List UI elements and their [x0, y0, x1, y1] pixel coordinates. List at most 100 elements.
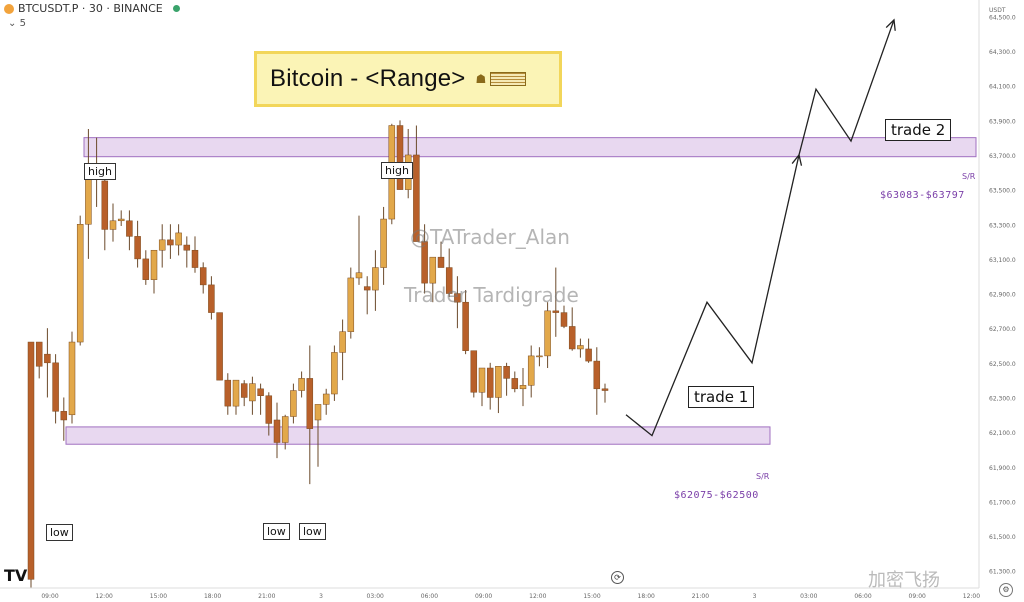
market-status-icon	[172, 5, 180, 12]
candle-body	[183, 244, 191, 251]
candle-body	[560, 312, 568, 327]
x-tick-label: 21:00	[258, 593, 275, 600]
y-tick-label: 64,100.0	[989, 84, 1016, 91]
candle-body	[519, 385, 527, 390]
symbol-header[interactable]: BTCUSDT.P · 30 · BINANCE	[4, 2, 180, 15]
candle-body	[314, 404, 322, 421]
y-tick-label: 63,500.0	[989, 188, 1016, 195]
lower-sr-zone	[65, 426, 771, 445]
candle-body	[339, 331, 346, 353]
ticket-icon	[490, 72, 527, 86]
y-tick-label: 61,500.0	[989, 534, 1016, 541]
candle-body	[363, 286, 371, 291]
y-tick-label: 62,500.0	[989, 361, 1016, 368]
x-tick-label: 18:00	[638, 593, 655, 600]
arrowhead	[791, 153, 803, 166]
weibo-watermark: 加密飞扬	[868, 570, 940, 591]
label-high-2: high	[381, 162, 413, 179]
candle-body	[167, 239, 174, 246]
y-axis: 64,500.0 64,300.0 64,100.0 63,900.0 63,700.0…	[989, 7, 1016, 576]
bitcoin-icon	[4, 3, 14, 14]
candle-body	[437, 256, 445, 268]
candle-body	[486, 367, 494, 398]
indicator-count: 5	[19, 18, 26, 29]
candle-body	[68, 341, 76, 416]
x-tick-label: 3	[319, 593, 323, 600]
y-tick-label: 62,900.0	[989, 292, 1016, 299]
candle-body	[372, 267, 379, 291]
x-tick-label: 06:00	[854, 593, 871, 600]
candle-body	[585, 348, 592, 362]
x-tick-label: 15:00	[150, 593, 167, 600]
candle-body	[470, 350, 478, 393]
candle-body	[27, 341, 35, 580]
y-tick-label: 61,700.0	[989, 499, 1016, 506]
candle-body	[347, 277, 355, 332]
candle-body	[150, 249, 158, 280]
candle-body	[462, 301, 469, 351]
candle-body	[76, 224, 84, 343]
sticker-icon: ☗	[475, 72, 487, 86]
x-tick-label: 03:00	[800, 593, 817, 600]
candle-body	[355, 272, 363, 279]
x-tick-label: 15:00	[583, 593, 600, 600]
candle-body	[126, 220, 133, 237]
candle-body	[331, 352, 338, 395]
arrowhead	[885, 18, 896, 31]
candle-body	[322, 393, 330, 405]
candle-body	[380, 218, 387, 268]
x-tick-label: 09:00	[41, 593, 58, 600]
indicator-toggle[interactable]: ⌄ 5	[8, 18, 26, 29]
y-tick-label: 62,300.0	[989, 395, 1016, 402]
candle-body	[117, 218, 125, 222]
projection-path	[625, 19, 895, 437]
candle-body	[265, 395, 273, 424]
candle-body	[240, 383, 248, 398]
label-low-2: low	[263, 523, 290, 540]
candle-body	[454, 293, 461, 303]
x-tick-label: 06:00	[421, 593, 438, 600]
chart-title-box: Bitcoin - <Range> ☗	[254, 51, 562, 107]
tradingview-logo[interactable]: TV	[4, 566, 28, 585]
candle-body	[224, 379, 232, 407]
settings-gear-icon[interactable]: ⚙	[999, 583, 1013, 597]
symbol-label: BTCUSDT.P · 30 · BINANCE	[18, 2, 163, 15]
x-tick-label: 09:00	[909, 593, 926, 600]
label-high-1: high	[84, 163, 116, 180]
watermark-2: Trader Tardigrade	[404, 283, 579, 307]
candle-body	[601, 388, 609, 391]
candle-body	[568, 326, 576, 350]
candle-body	[281, 416, 289, 443]
x-tick-label: 03:00	[367, 593, 384, 600]
candle-body	[249, 383, 256, 402]
upper-sr-tag: S/R	[962, 172, 976, 181]
candle-body	[511, 378, 519, 390]
y-tick-label: 63,300.0	[989, 222, 1016, 229]
candle-body	[552, 310, 560, 313]
upper-zone-label: $63083-$63797	[880, 190, 965, 201]
candle-body	[577, 345, 584, 350]
candle-body	[52, 362, 59, 412]
lower-zone-label: $62075-$62500	[674, 490, 759, 501]
candle-body	[503, 366, 510, 379]
candle-body	[208, 284, 215, 313]
upper-zone-rect	[83, 137, 977, 158]
candle-body	[232, 379, 240, 407]
candle-body	[413, 154, 420, 242]
y-tick-label: 64,300.0	[989, 49, 1016, 56]
candle-body	[191, 249, 199, 268]
candle-body	[495, 366, 502, 398]
x-tick-label: 18:00	[204, 593, 221, 600]
x-tick-label: 12:00	[529, 593, 546, 600]
x-tick-label: 09:00	[475, 593, 492, 600]
candle-body	[429, 256, 437, 284]
scroll-to-realtime-icon[interactable]: ⟳	[611, 571, 624, 584]
candle-body	[158, 239, 166, 251]
lower-sr-tag: S/R	[756, 472, 770, 481]
label-low-3: low	[299, 523, 326, 540]
candle-body	[544, 310, 551, 357]
watermark-1: @TATrader_Alan	[410, 225, 570, 249]
x-tick-label: 21:00	[692, 593, 709, 600]
candle-body	[536, 355, 543, 358]
